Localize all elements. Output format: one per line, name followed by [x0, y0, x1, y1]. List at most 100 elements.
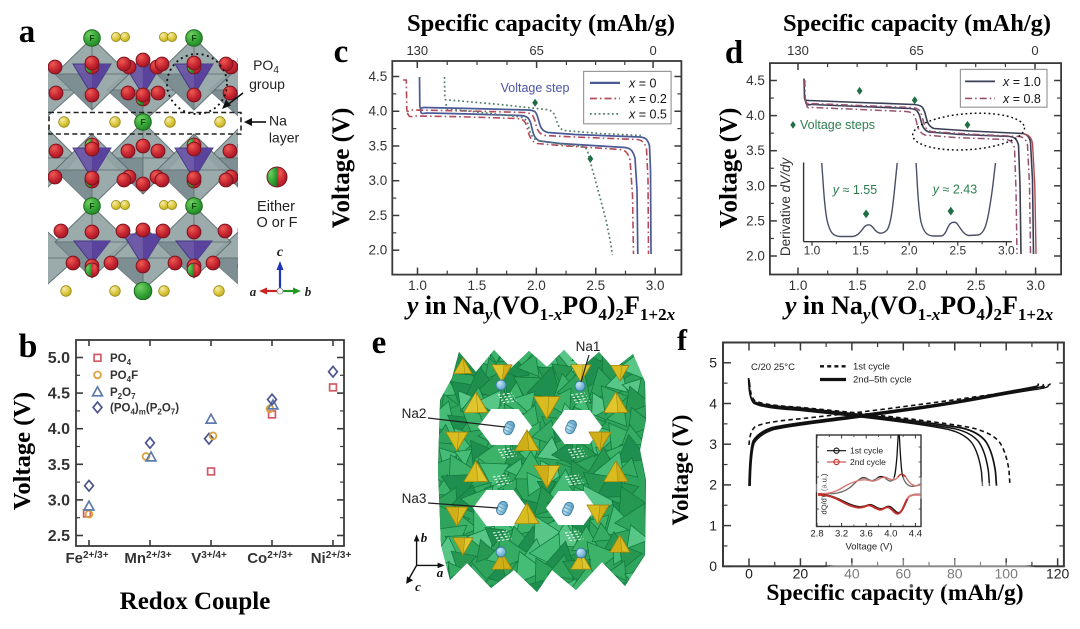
svg-text:Na1: Na1 — [576, 339, 601, 354]
svg-text:F: F — [191, 201, 196, 211]
svg-text:1st cycle: 1st cycle — [853, 362, 890, 373]
svg-text:20: 20 — [793, 566, 809, 582]
svg-text:PO4: PO4 — [110, 353, 132, 367]
svg-text:F: F — [89, 201, 94, 211]
svg-text:4.5: 4.5 — [746, 73, 765, 88]
svg-text:Voltage steps: Voltage steps — [800, 118, 875, 132]
svg-text:F: F — [140, 117, 145, 127]
svg-text:2.0: 2.0 — [901, 244, 918, 258]
svg-text:2nd cycle: 2nd cycle — [850, 457, 886, 467]
svg-text:e: e — [372, 325, 387, 361]
svg-text:0: 0 — [1031, 43, 1038, 58]
svg-text:4.4: 4.4 — [909, 529, 922, 540]
svg-text:3.6: 3.6 — [860, 529, 873, 540]
svg-text:3.0: 3.0 — [998, 244, 1015, 258]
svg-text:120: 120 — [1046, 566, 1070, 582]
svg-text:4.0: 4.0 — [369, 104, 388, 119]
svg-text:2.5: 2.5 — [967, 278, 986, 293]
svg-text:4: 4 — [709, 395, 717, 411]
svg-text:b: b — [421, 530, 428, 545]
svg-text:4.0: 4.0 — [746, 108, 765, 123]
svg-text:PO4F: PO4F — [110, 370, 138, 384]
svg-text:x = 0: x = 0 — [628, 76, 656, 90]
svg-text:b: b — [19, 328, 38, 365]
svg-text:3.5: 3.5 — [369, 138, 388, 153]
svg-text:2.5: 2.5 — [48, 528, 70, 545]
svg-text:2.5: 2.5 — [949, 244, 966, 258]
svg-text:5.0: 5.0 — [48, 350, 70, 367]
svg-text:y ≈ 2.43: y ≈ 2.43 — [932, 183, 977, 197]
svg-text:4.5: 4.5 — [48, 386, 70, 403]
svg-text:3.5: 3.5 — [48, 457, 70, 474]
svg-text:C/20 25°C: C/20 25°C — [751, 362, 795, 373]
svg-text:Na3: Na3 — [402, 491, 427, 506]
svg-text:P2O7: P2O7 — [110, 387, 136, 401]
svg-text:a: a — [437, 565, 444, 580]
svg-text:Derivative dV/dy: Derivative dV/dy — [778, 157, 793, 257]
svg-text:group: group — [249, 76, 285, 92]
svg-text:Specific capacity (mAh/g): Specific capacity (mAh/g) — [783, 10, 1051, 37]
svg-text:(PO4)m(P2O7): (PO4)m(P2O7) — [110, 402, 179, 416]
svg-text:x = 0.2: x = 0.2 — [628, 92, 667, 106]
svg-text:1.5: 1.5 — [468, 278, 487, 293]
svg-text:layer: layer — [269, 130, 300, 146]
svg-text:3.0: 3.0 — [369, 173, 388, 188]
svg-text:Specific capacity (mAh/g): Specific capacity (mAh/g) — [407, 10, 675, 37]
svg-text:F: F — [89, 33, 94, 43]
svg-text:d: d — [725, 35, 743, 71]
svg-text:1.0: 1.0 — [804, 244, 821, 258]
svg-text:2.0: 2.0 — [907, 278, 926, 293]
svg-text:Na2: Na2 — [402, 406, 427, 421]
svg-text:y ≈ 1.55: y ≈ 1.55 — [832, 183, 877, 197]
svg-text:60: 60 — [896, 566, 912, 582]
svg-text:Na: Na — [269, 113, 287, 129]
svg-text:1.5: 1.5 — [848, 278, 867, 293]
svg-text:40: 40 — [844, 566, 860, 582]
svg-text:O or F: O or F — [256, 215, 297, 231]
svg-text:Voltage (V): Voltage (V) — [846, 542, 893, 553]
svg-text:Redox Couple: Redox Couple — [120, 588, 271, 615]
svg-text:a: a — [19, 14, 36, 50]
svg-text:65: 65 — [529, 43, 543, 58]
svg-text:3.0: 3.0 — [1026, 278, 1045, 293]
svg-text:y in Nay(VO1-xPO4)2F1+2x: y in Nay(VO1-xPO4)2F1+2x — [782, 291, 1054, 324]
svg-text:2.0: 2.0 — [527, 278, 546, 293]
svg-text:x = 1.0: x = 1.0 — [1002, 75, 1041, 89]
svg-text:2nd–5th cycle: 2nd–5th cycle — [853, 375, 912, 386]
svg-text:Voltage (V): Voltage (V) — [668, 415, 693, 526]
svg-text:Voltage (V): Voltage (V) — [716, 108, 743, 229]
svg-text:0: 0 — [709, 558, 717, 574]
svg-text:y in Nay(VO1-xPO4)2F1+2x: y in Nay(VO1-xPO4)2F1+2x — [404, 291, 676, 324]
svg-text:2.5: 2.5 — [746, 213, 765, 228]
svg-text:x = 0.8: x = 0.8 — [1002, 92, 1041, 106]
svg-text:2.8: 2.8 — [810, 529, 823, 540]
svg-text:80: 80 — [947, 566, 963, 582]
svg-text:c: c — [277, 245, 284, 260]
svg-text:a: a — [250, 284, 257, 299]
svg-text:0: 0 — [649, 43, 656, 58]
svg-text:1.5: 1.5 — [852, 244, 869, 258]
svg-text:Either: Either — [257, 199, 295, 215]
svg-text:1.0: 1.0 — [408, 278, 427, 293]
svg-text:3.2: 3.2 — [835, 529, 848, 540]
svg-text:c: c — [415, 579, 421, 594]
svg-text:65: 65 — [909, 43, 923, 58]
svg-text:130: 130 — [787, 43, 809, 58]
svg-text:c: c — [334, 34, 349, 70]
svg-text:2.0: 2.0 — [746, 249, 765, 264]
svg-text:2.5: 2.5 — [369, 208, 388, 223]
svg-text:130: 130 — [406, 43, 428, 58]
svg-text:1.0: 1.0 — [789, 278, 808, 293]
svg-text:F: F — [191, 33, 196, 43]
svg-text:0: 0 — [745, 566, 753, 582]
svg-text:4.0: 4.0 — [884, 529, 897, 540]
svg-text:4.5: 4.5 — [369, 69, 388, 84]
svg-text:PO4: PO4 — [253, 57, 279, 76]
svg-text:x = 0.5: x = 0.5 — [628, 107, 667, 121]
svg-text:2.0: 2.0 — [369, 243, 388, 258]
svg-text:f: f — [677, 324, 688, 357]
svg-text:Voltage (V): Voltage (V) — [328, 108, 355, 229]
svg-text:5: 5 — [709, 355, 717, 371]
svg-text:3.0: 3.0 — [746, 178, 765, 193]
svg-text:3: 3 — [709, 436, 717, 452]
